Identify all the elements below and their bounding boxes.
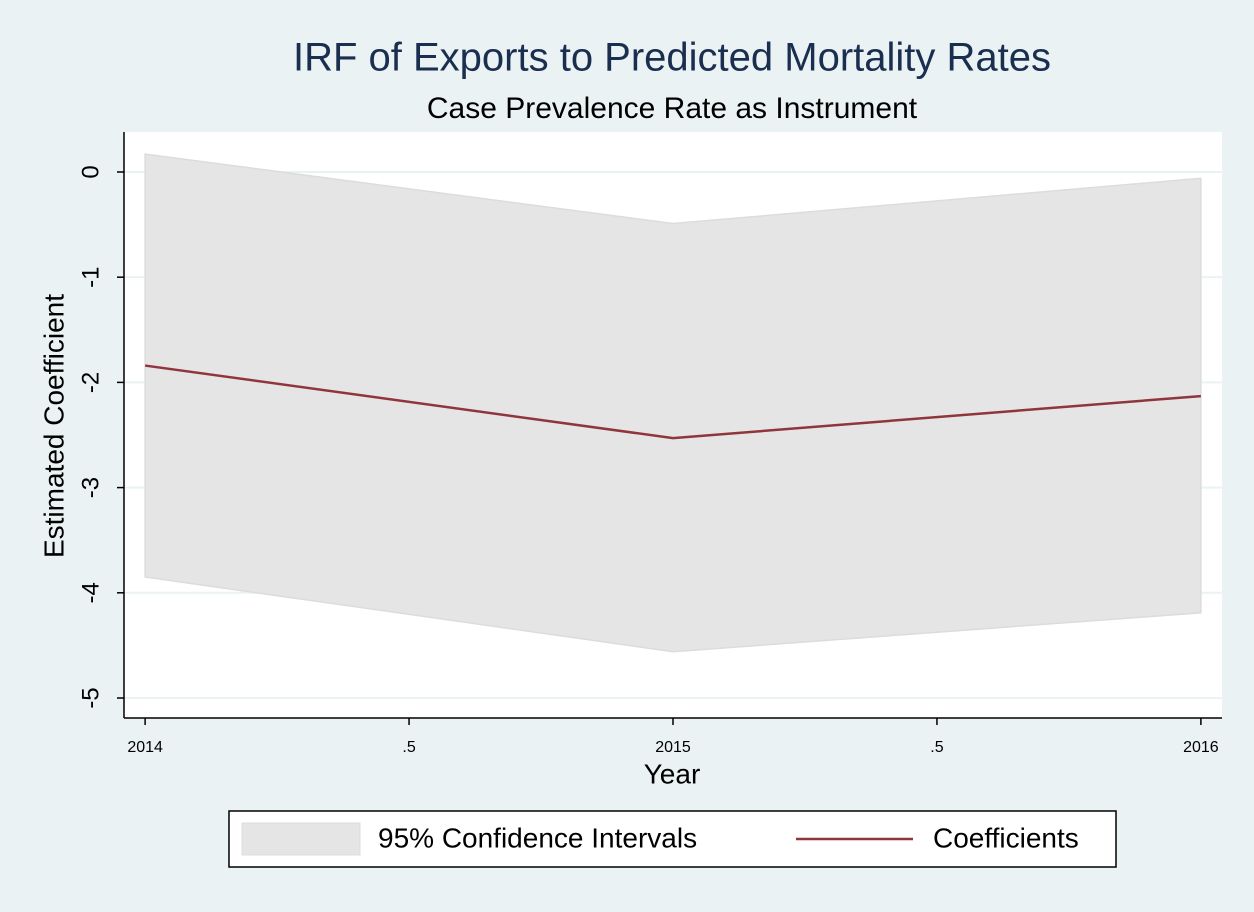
x-tick-label: .5	[402, 739, 415, 756]
y-tick-label: -5	[77, 687, 104, 708]
y-tick-label: -1	[77, 267, 104, 288]
legend-label: Coefficients	[933, 822, 1079, 853]
chart-subtitle: Case Prevalence Rate as Instrument	[427, 92, 918, 125]
x-tick-label: .5	[930, 739, 943, 756]
y-tick-label: -2	[77, 372, 104, 393]
chart-title: IRF of Exports to Predicted Mortality Ra…	[293, 36, 1051, 80]
y-tick-label: -3	[77, 477, 104, 498]
x-axis-title: Year	[644, 758, 701, 789]
confidence-band	[144, 153, 1202, 653]
x-tick-label: 2015	[655, 739, 691, 756]
y-axis-title: Estimated Coefficient	[38, 294, 69, 558]
legend	[228, 810, 1117, 868]
x-tick-label: 2014	[127, 739, 163, 756]
legend-swatch	[241, 822, 361, 856]
y-tick-label: -4	[77, 582, 104, 603]
y-tick-label: 0	[77, 165, 104, 178]
x-tick-label: 2016	[1183, 739, 1219, 756]
legend-label: 95% Confidence Intervals	[378, 822, 697, 853]
series-line	[144, 364, 1201, 440]
